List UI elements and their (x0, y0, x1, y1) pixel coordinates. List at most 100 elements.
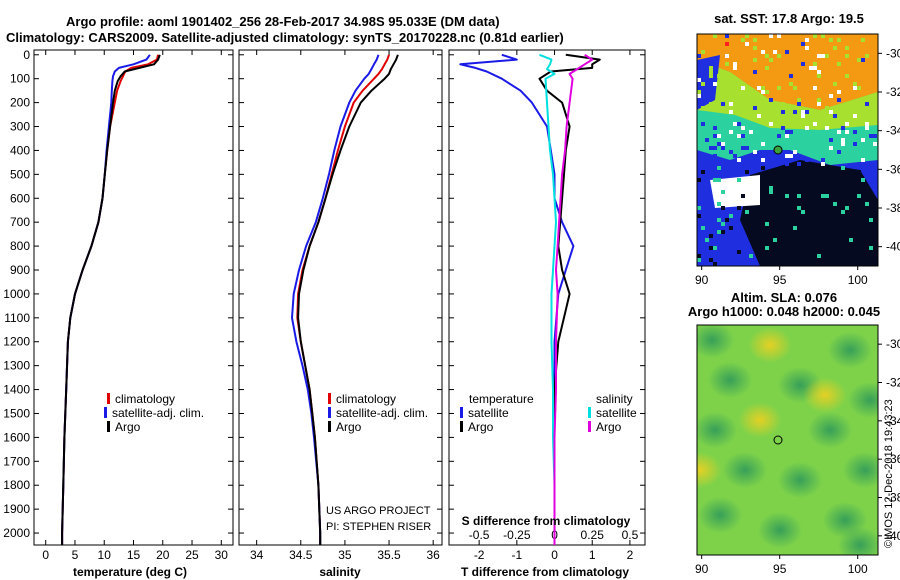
temperature-panel: 0 5 10 15 20 25 30 (34, 50, 233, 562)
sst-pixel (785, 134, 789, 138)
sla-map-frame (696, 324, 879, 556)
sst-pixel (769, 58, 773, 62)
sst-pixel (857, 194, 861, 198)
series-line-s-satellite (539, 53, 557, 545)
x-tick-label: 34.5 (289, 548, 313, 562)
sst-pixel (713, 126, 717, 130)
depth-tick-label: 1200 (3, 335, 30, 349)
map-x-tick-label: 90 (695, 562, 709, 576)
sst-pixel (813, 62, 817, 66)
sst-pixel (833, 46, 837, 50)
sst-pixel (837, 150, 841, 154)
sst-pixel (853, 114, 857, 118)
sst-pixel (817, 98, 821, 102)
legend-swatch-argo (328, 421, 331, 432)
sst-pixel (713, 178, 717, 182)
map-y-tick-label: -40 (886, 240, 900, 254)
sst-pixel (761, 90, 765, 94)
sst-pixel (857, 190, 861, 194)
sst-pixel (809, 226, 813, 230)
sst-pixel (717, 218, 721, 222)
sst-pixel (801, 186, 805, 190)
sst-pixel (701, 170, 705, 174)
sla-map-title-2: Argo h1000: 0.048 h2000: 0.045 (688, 304, 880, 319)
sst-pixel (857, 170, 861, 174)
sst-pixel (737, 178, 741, 182)
sst-pixel (789, 130, 793, 134)
sla-anomaly-blob (803, 377, 847, 413)
sst-pixel (753, 70, 757, 74)
sst-pixel (865, 122, 869, 126)
sst-pixel (717, 90, 721, 94)
sst-pixel (725, 42, 729, 46)
credit-pi: PI: STEPHEN RISER (326, 521, 431, 533)
s-diff-tick-label: -0.5 (469, 528, 490, 542)
legend-swatch-satellite (104, 407, 107, 418)
sst-pixel (773, 50, 777, 54)
sst-pixel (741, 194, 745, 198)
sst-pixel (709, 74, 713, 78)
sst-pixel (825, 182, 829, 186)
legend-title-salinity: salinity (596, 392, 633, 406)
map-y-tick-label: -32 (886, 376, 900, 390)
legend-swatch-climatology (328, 393, 331, 404)
sst-pixel (789, 166, 793, 170)
sst-pixel (865, 102, 869, 106)
sst-pixel (697, 94, 701, 98)
argo-float-marker (773, 435, 783, 445)
sst-pixel (785, 50, 789, 54)
header-line-2: Climatology: CARS2009. Satellite-adjuste… (6, 30, 564, 45)
depth-tick-label: 1900 (3, 502, 30, 516)
sst-pixel (805, 38, 809, 42)
sst-pixel (709, 234, 713, 238)
sst-pixel (741, 126, 745, 130)
sst-pixel (721, 206, 725, 210)
sst-pixel (701, 158, 705, 162)
sst-pixel (713, 262, 717, 266)
sla-map (697, 325, 878, 555)
sst-pixel (761, 86, 765, 90)
imos-timestamp: ©IMOS 12-Dec-2018 19:43:23 (883, 399, 895, 548)
sst-pixel (805, 158, 809, 162)
depth-tick-label: 800 (10, 239, 30, 253)
s-diff-tick-label: 0.25 (581, 528, 605, 542)
salinity-legend: climatology satellite-adj. clim. Argo (328, 392, 428, 434)
series-line-argo (61, 54, 161, 545)
depth-tick-label: 300 (10, 120, 30, 134)
sst-pixel (713, 34, 717, 38)
map-x-tick-label: 100 (848, 273, 868, 287)
sla-anomaly-blob (697, 412, 737, 448)
sst-pixel (853, 82, 857, 86)
sst-pixel (769, 186, 773, 190)
map-y-tick-label: -38 (886, 491, 900, 505)
sst-pixel (873, 94, 877, 98)
difference-legend: temperature salinity satellite Argo sate… (460, 392, 637, 434)
sst-pixel (697, 178, 701, 182)
sst-pixel (825, 54, 829, 58)
sst-pixel (785, 194, 789, 198)
sst-pixel (737, 122, 741, 126)
sst-pixel (817, 254, 821, 258)
sst-pixel (725, 62, 729, 66)
legend-label: Argo (468, 420, 494, 434)
sst-pixel (837, 90, 841, 94)
series-line-s-argo (553, 53, 594, 545)
sst-pixel (697, 54, 701, 58)
sst-pixel (853, 198, 857, 202)
sst-pixel (753, 58, 757, 62)
sst-pixel (753, 150, 757, 154)
sst-pixel (869, 238, 873, 242)
sst-pixel (745, 146, 749, 150)
sla-anomaly-blob (697, 325, 734, 358)
sst-pixel (725, 54, 729, 58)
sst-pixel (817, 74, 821, 78)
sst-pixel (813, 86, 817, 90)
sst-pixel (741, 90, 745, 94)
sst-pixel (861, 178, 865, 182)
sst-pixel (809, 66, 813, 70)
sst-pixel (737, 134, 741, 138)
sst-pixel (737, 250, 741, 254)
depth-tick-label: 1700 (3, 454, 30, 468)
sst-pixel (709, 70, 713, 74)
sst-pixel (709, 246, 713, 250)
